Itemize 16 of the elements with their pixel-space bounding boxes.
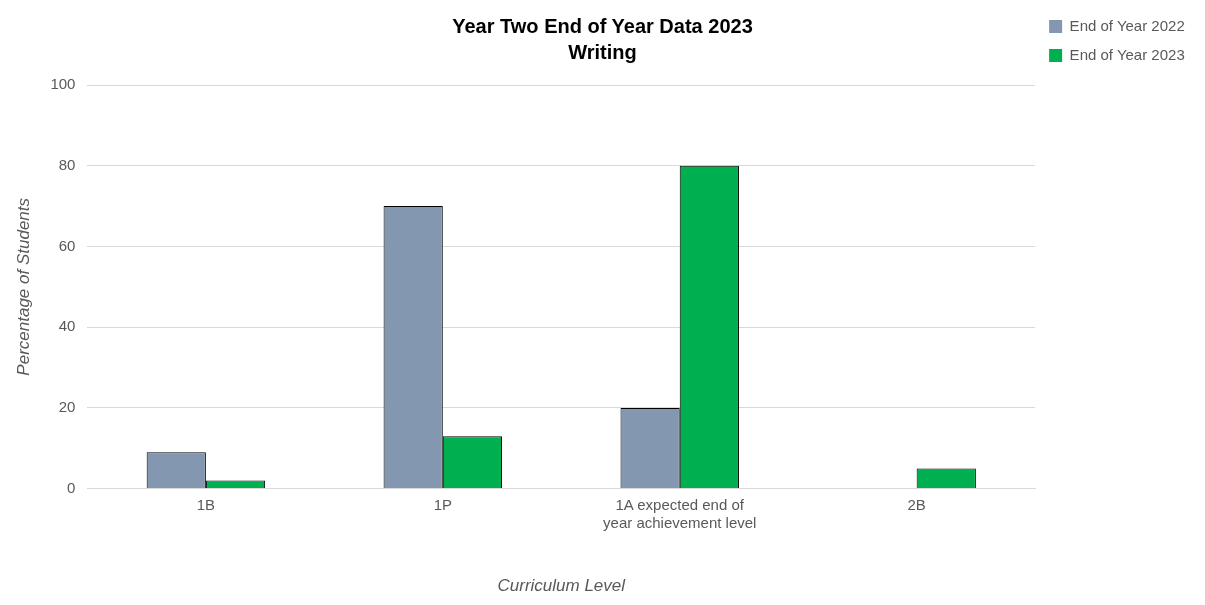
legend-label: End of Year 2023 — [1069, 45, 1185, 63]
y-tick-label: 80 — [58, 155, 76, 173]
chart-title: Year Two End of Year Data 2023 — [452, 14, 753, 37]
x-tick-label: 2B — [907, 495, 926, 513]
x-tick-label: 1P — [433, 495, 452, 513]
y-tick-label: 0 — [67, 478, 76, 496]
legend-label: End of Year 2022 — [1069, 16, 1185, 34]
y-tick-label: 100 — [50, 75, 76, 93]
x-axis-title: Curriculum Level — [497, 575, 627, 595]
x-tick-label: 1B — [196, 495, 216, 513]
y-tick-label: 20 — [58, 398, 76, 416]
x-tick-label: 1A expected end of year achievement level — [603, 495, 757, 531]
y-axis-title: Percentage of Students — [13, 197, 33, 376]
y-tick-label: 40 — [58, 317, 76, 335]
y-tick-label: 60 — [58, 236, 76, 254]
chart-subtitle: Writing — [568, 40, 637, 63]
